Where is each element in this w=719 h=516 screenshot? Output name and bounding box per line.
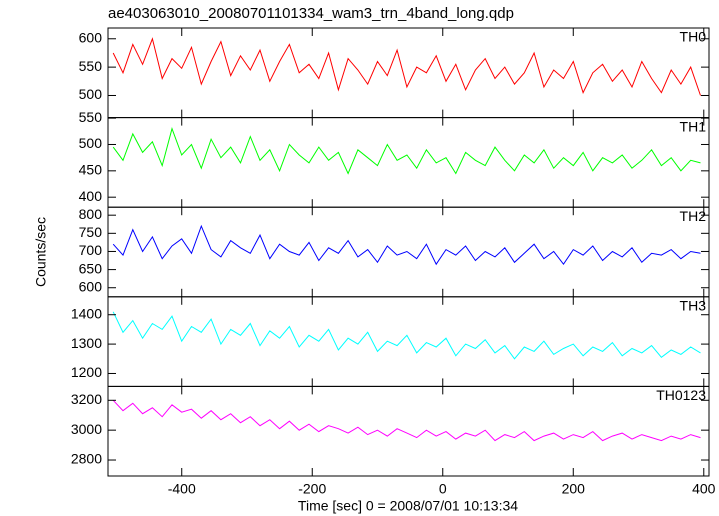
y-tick-label: 1400 bbox=[71, 305, 102, 321]
y-tick-label: 800 bbox=[79, 206, 103, 222]
panel-frame bbox=[107, 296, 710, 387]
panel-label: TH2 bbox=[680, 208, 707, 224]
x-axis-label: Time [sec] 0 = 2008/07/01 10:13:34 bbox=[298, 498, 518, 514]
y-tick-label: 500 bbox=[79, 135, 103, 151]
panel-label: TH0123 bbox=[656, 387, 706, 403]
data-line bbox=[112, 127, 701, 175]
panel-label: TH1 bbox=[680, 118, 707, 134]
panel-frame bbox=[107, 117, 710, 208]
y-tick-label: 2800 bbox=[71, 451, 102, 467]
y-tick-label: 400 bbox=[79, 188, 103, 204]
x-tick-label: -400 bbox=[168, 481, 196, 497]
data-line bbox=[112, 399, 701, 442]
y-tick-label: 550 bbox=[79, 58, 103, 74]
y-tick-label: 550 bbox=[79, 109, 103, 125]
y-tick-label: 3000 bbox=[71, 421, 102, 437]
chart-title: ae403063010_20080701101334_wam3_trn_4ban… bbox=[108, 5, 514, 22]
y-tick-label: 450 bbox=[79, 162, 103, 178]
panel-frame bbox=[107, 385, 710, 477]
y-tick-label: 600 bbox=[79, 278, 103, 294]
y-tick-label: 600 bbox=[79, 29, 103, 45]
y-axis-label: Counts/sec bbox=[33, 217, 49, 287]
y-tick-label: 650 bbox=[79, 260, 103, 276]
y-tick-label: 3200 bbox=[71, 391, 102, 407]
x-tick-label: -200 bbox=[298, 481, 326, 497]
data-line bbox=[112, 224, 701, 266]
data-line bbox=[112, 311, 701, 360]
y-tick-label: 1200 bbox=[71, 364, 102, 380]
y-tick-label: 700 bbox=[79, 242, 103, 258]
panel-label: TH3 bbox=[680, 298, 707, 314]
y-tick-label: 1300 bbox=[71, 335, 102, 351]
panel-label: TH0 bbox=[680, 29, 707, 45]
y-tick-label: 750 bbox=[79, 224, 103, 240]
x-tick-label: 0 bbox=[439, 481, 447, 497]
x-tick-label: 200 bbox=[562, 481, 586, 497]
panel-frame bbox=[107, 206, 710, 298]
y-tick-label: 500 bbox=[79, 86, 103, 102]
data-line bbox=[112, 37, 701, 96]
x-tick-label: 400 bbox=[692, 481, 716, 497]
